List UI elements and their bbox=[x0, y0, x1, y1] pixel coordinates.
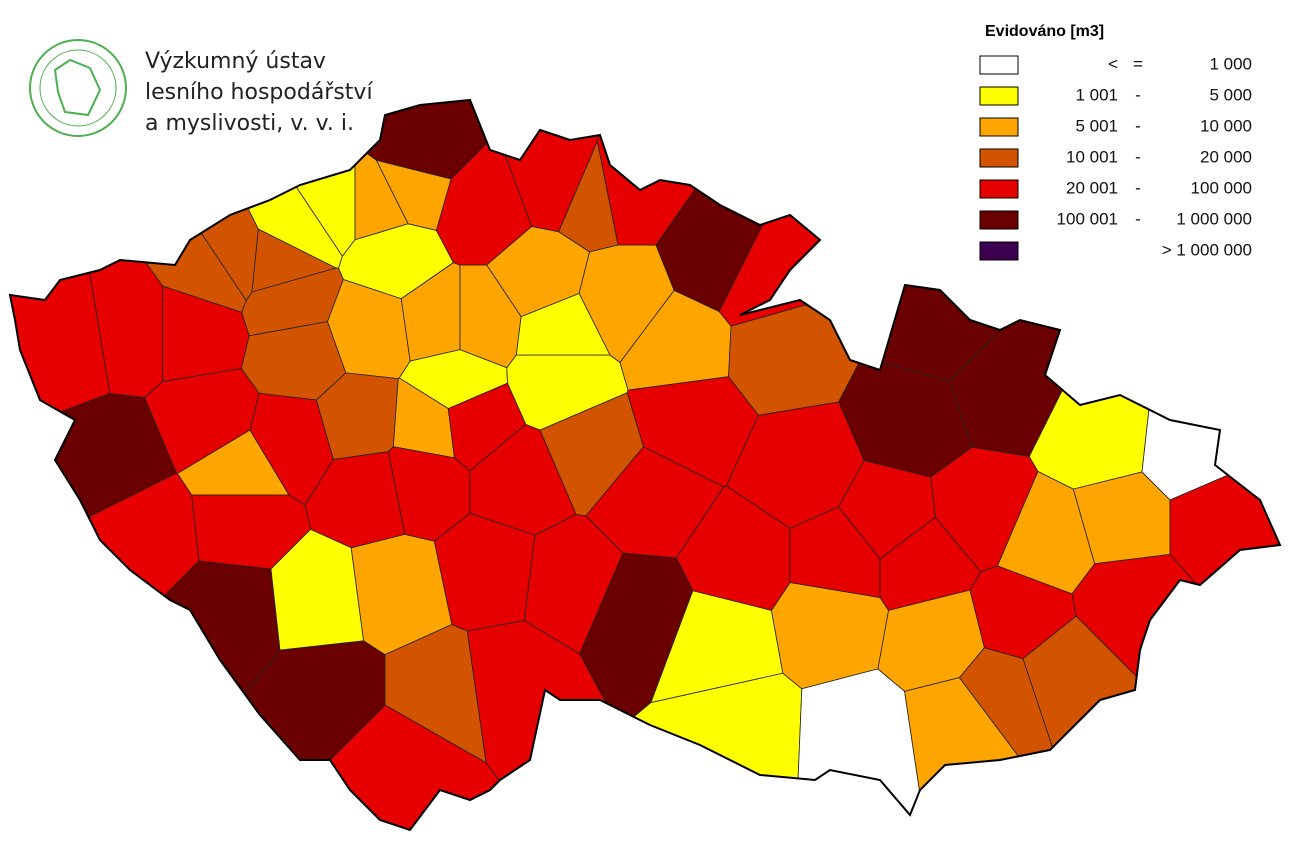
legend-sep: - bbox=[1135, 178, 1141, 197]
legend-from: < bbox=[1108, 54, 1118, 73]
legend-to: 1 000 000 bbox=[1176, 209, 1252, 228]
legend-title: Evidováno [m3] bbox=[985, 23, 1104, 40]
legend-swatch bbox=[979, 117, 1019, 137]
logo-figure bbox=[53, 58, 102, 117]
legend-sep: - bbox=[1135, 116, 1141, 135]
legend-from: 5 001 bbox=[1075, 116, 1118, 135]
legend-swatch bbox=[979, 241, 1019, 261]
legend-swatch bbox=[979, 179, 1019, 199]
legend-swatch bbox=[979, 55, 1019, 75]
logo-inner-ring bbox=[39, 49, 117, 127]
legend-to: 10 000 bbox=[1200, 116, 1252, 135]
legend-sep: = bbox=[1133, 54, 1143, 73]
legend-from: 20 001 bbox=[1066, 178, 1118, 197]
legend-sep: - bbox=[1135, 85, 1141, 104]
legend-swatch bbox=[979, 210, 1019, 230]
district bbox=[375, 159, 452, 231]
legend-from: 1 001 bbox=[1075, 85, 1118, 104]
institute-line: lesního hospodářství bbox=[145, 80, 373, 105]
legend-to: 5 000 bbox=[1209, 85, 1252, 104]
country-border bbox=[8, 98, 1282, 832]
legend-from: 10 001 bbox=[1066, 147, 1118, 166]
legend-to: 1 000 bbox=[1209, 54, 1252, 73]
legend-swatch bbox=[979, 86, 1019, 106]
legend-sep: - bbox=[1135, 147, 1141, 166]
legend-to: 20 000 bbox=[1200, 147, 1252, 166]
legend-to: 100 000 bbox=[1191, 178, 1252, 197]
legend-sep: - bbox=[1135, 209, 1141, 228]
district bbox=[837, 459, 936, 560]
institute-line: a myslivosti, v. v. i. bbox=[145, 111, 354, 136]
legend-to: > 1 000 000 bbox=[1162, 240, 1252, 259]
district bbox=[251, 228, 338, 293]
legend-swatch bbox=[979, 148, 1019, 168]
district-map bbox=[8, 98, 1282, 832]
district bbox=[433, 512, 536, 632]
institute-line: Výzkumný ústav bbox=[145, 49, 326, 74]
district bbox=[270, 528, 365, 651]
legend-from: 100 001 bbox=[1057, 209, 1118, 228]
logo bbox=[29, 39, 127, 137]
logo-ring bbox=[29, 39, 127, 137]
